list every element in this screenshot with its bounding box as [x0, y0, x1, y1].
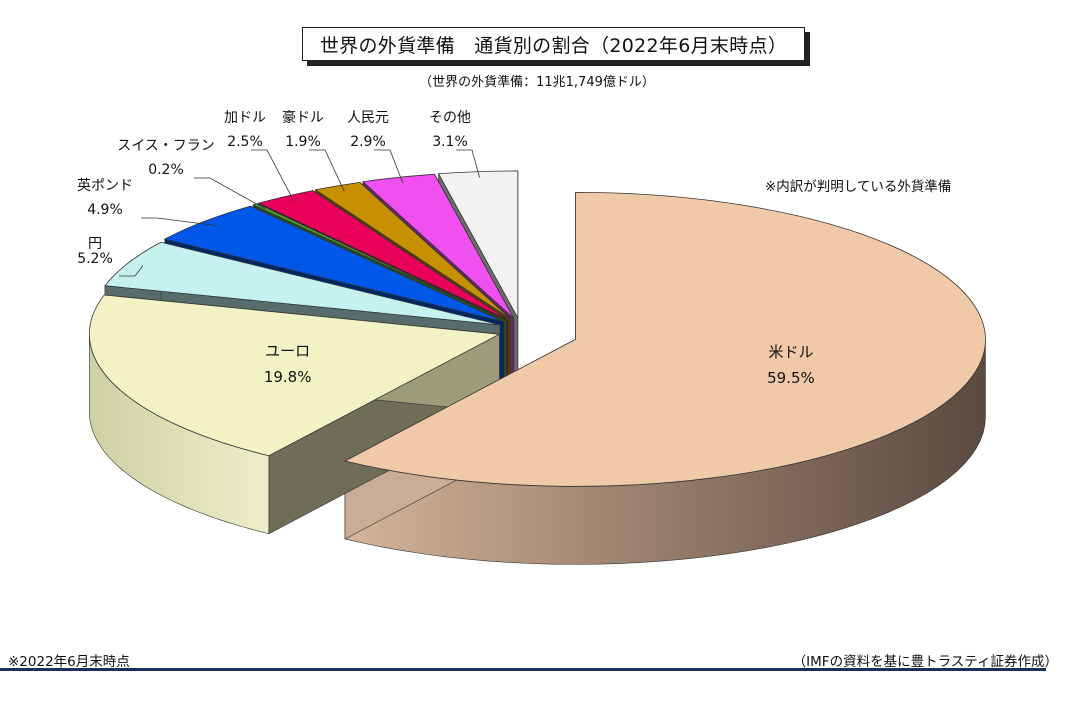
- slice-label-9-value: 3.1%: [432, 134, 468, 150]
- slice-label-7-value: 1.9%: [285, 134, 321, 150]
- slice-label-8-value: 2.9%: [350, 134, 386, 150]
- slice-3-top: [104, 241, 501, 326]
- footer-divider: [0, 668, 1046, 671]
- chart-subtitle: （世界の外貨準備：11兆1,749億ドル）: [419, 75, 655, 90]
- chart-note: ※内訳が判明している外貨準備: [765, 179, 952, 195]
- slice-label-8-leader: [374, 149, 404, 184]
- slice-label-1-value: 59.5%: [767, 369, 815, 387]
- slice-label-6-leader: [251, 149, 295, 202]
- slice-label-8-name: 人民元: [347, 110, 389, 126]
- slice-label-2-name: ユーロ: [265, 342, 310, 360]
- slice-label-4-value: 4.9%: [87, 202, 123, 218]
- footnote-date: ※2022年6月末時点: [8, 654, 130, 670]
- slice-label-6-value: 2.5%: [227, 134, 263, 150]
- slice-2-top: [88, 294, 501, 457]
- slice-label-1-name: 米ドル: [768, 343, 813, 361]
- slice-6-top: [257, 190, 509, 321]
- slice-label-7-leader: [309, 149, 345, 192]
- slice-label-4-leader: [141, 217, 217, 226]
- slice-label-7-name: 豪ドル: [282, 110, 324, 126]
- slice-8-top: [361, 173, 515, 319]
- footnote-source: （IMFの資料を基に豊トラスティ証券作成）: [792, 654, 1058, 670]
- slice-label-6-name: 加ドル: [224, 110, 266, 126]
- slice-label-5-leader: [194, 177, 266, 210]
- slice-label-9-name: その他: [429, 110, 471, 126]
- chart-title: 世界の外貨準備 通貨別の割合（2022年6月末時点）: [302, 27, 805, 61]
- slice-label-5-value: 0.2%: [148, 162, 184, 178]
- slice-label-3-value: 5.2%: [77, 251, 113, 267]
- slice-label-3-leader: [119, 265, 144, 277]
- slice-label-3-name: 円: [88, 236, 102, 252]
- slice-label-9-leader: [456, 149, 480, 178]
- slice-1-top: [343, 191, 986, 487]
- slice-5-top: [252, 203, 507, 321]
- slice-label-5-name: スイス・フラン: [117, 138, 215, 154]
- slice-label-2-value: 19.8%: [264, 368, 312, 386]
- slice-4-top: [163, 205, 505, 323]
- slice-7-top: [314, 181, 511, 320]
- slice-label-4-name: 英ポンド: [77, 177, 133, 194]
